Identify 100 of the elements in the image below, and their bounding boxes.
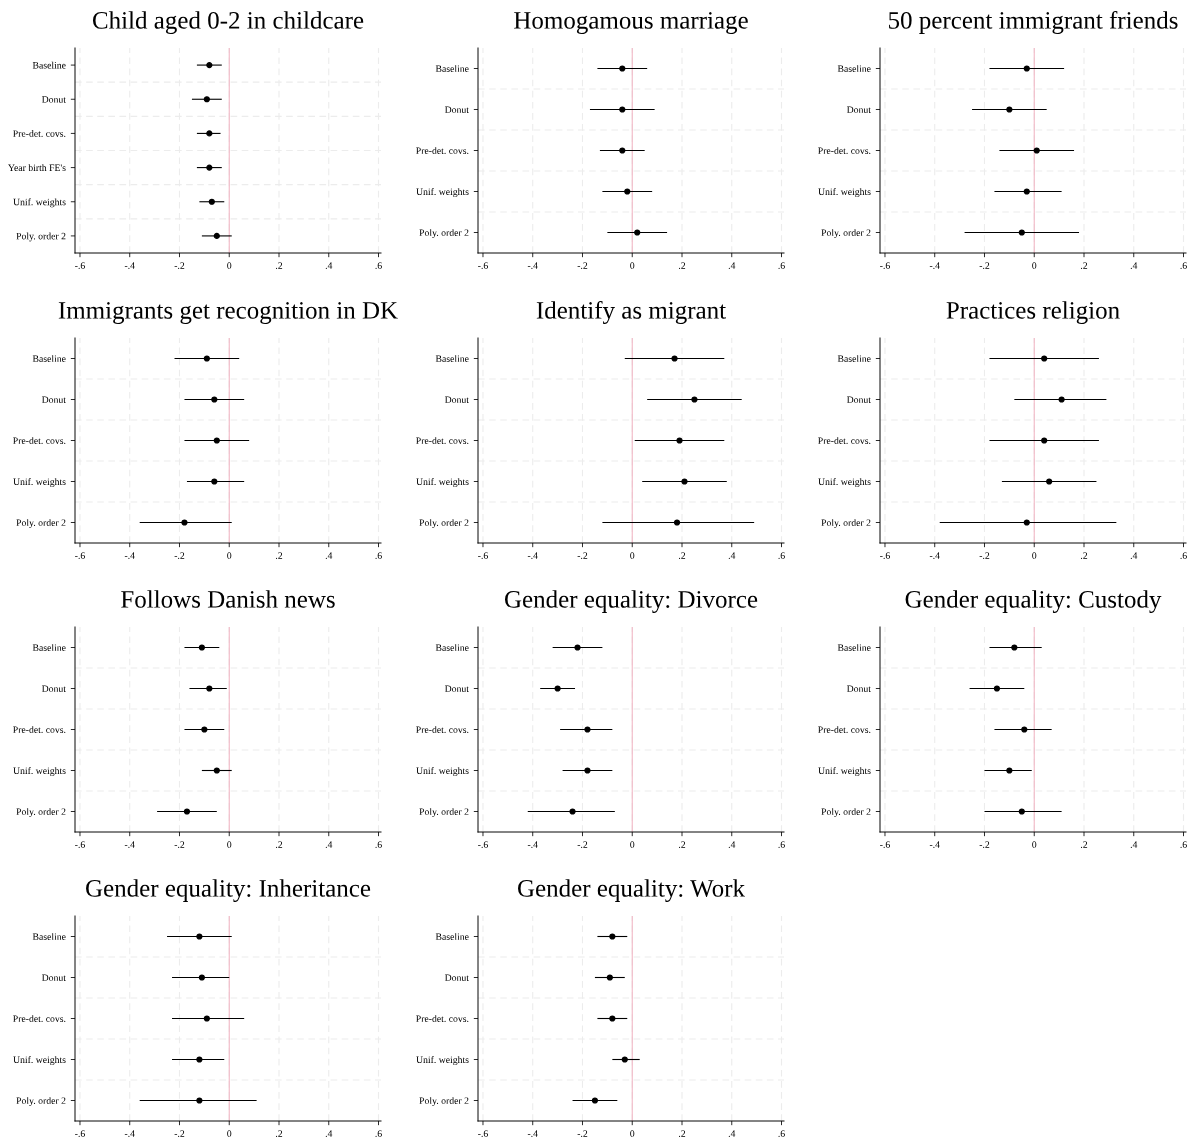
x-tick-label: -.6 [478, 841, 488, 848]
point [1018, 808, 1025, 815]
point [206, 61, 213, 69]
y-tick-label: Baseline [837, 644, 871, 651]
y-tick-label: Year birth FE's [8, 164, 66, 172]
x-tick-label: -.2 [174, 262, 185, 269]
x-tick-label: .6 [1180, 552, 1187, 559]
x-tick-label: -.4 [124, 1130, 135, 1137]
x-tick-label: -.4 [929, 552, 940, 559]
x-tick-label: -.2 [979, 262, 990, 269]
x-tick-label: .4 [728, 552, 736, 559]
x-tick-label: -.6 [75, 262, 85, 269]
x-tick-label: -.6 [75, 841, 85, 848]
y-tick-label: Pre-det. covs. [818, 147, 871, 155]
y-tick-label: Unif. weights [416, 478, 469, 488]
chart-title: Immigrants get recognition in DK [58, 302, 398, 324]
y-tick-label: Baseline [837, 65, 871, 72]
chart-title: Child aged 0-2 in childcare [92, 11, 364, 34]
point [206, 130, 213, 137]
x-tick-label: .6 [375, 841, 382, 848]
point [1023, 188, 1030, 195]
y-tick-label: Poly. order 2 [16, 519, 66, 528]
point [609, 1015, 616, 1022]
chart-title: Identify as migrant [536, 300, 726, 324]
x-tick-label: .6 [778, 1130, 785, 1137]
y-tick-label: Pre-det. covs. [818, 726, 871, 734]
point [1033, 147, 1040, 154]
chart-title: Practices religion [946, 301, 1120, 324]
y-tick-label: Pre-det. covs. [416, 437, 469, 445]
y-tick-label: Donut [41, 974, 66, 981]
x-tick-label: -.6 [880, 262, 890, 269]
x-tick-label: -.2 [577, 552, 588, 559]
point [676, 437, 683, 444]
point [213, 437, 220, 444]
x-tick-label: .2 [276, 1130, 283, 1137]
x-tick-label: -.4 [124, 841, 135, 848]
x-tick-label: .2 [276, 262, 283, 269]
x-tick-label: -.6 [880, 552, 890, 559]
y-tick-label: Pre-det. covs. [13, 1015, 66, 1023]
y-tick-label: Baseline [32, 644, 66, 651]
y-tick-label: Poly. order 2 [16, 1097, 66, 1106]
x-tick-label: -.4 [929, 841, 940, 848]
point [213, 232, 220, 240]
y-tick-label: Unif. weights [13, 478, 66, 488]
point [993, 685, 1001, 692]
x-tick-label: -.2 [979, 552, 990, 559]
y-tick-label: Unif. weights [13, 767, 66, 777]
x-tick-label: .2 [276, 552, 283, 559]
chart-title: Gender equality: Divorce [504, 590, 758, 613]
point [691, 396, 698, 403]
x-tick-label: .6 [375, 552, 382, 559]
point [554, 685, 561, 692]
y-tick-label: Donut [41, 396, 66, 403]
y-tick-label: Donut [41, 96, 66, 103]
point [213, 767, 220, 774]
x-tick-label: .2 [1081, 552, 1088, 559]
y-tick-label: Donut [846, 106, 871, 113]
point [671, 355, 678, 362]
point [673, 519, 681, 526]
y-tick-label: Pre-det. covs. [13, 437, 66, 445]
point [574, 644, 581, 651]
y-tick-label: Poly. order 2 [821, 808, 871, 817]
x-tick-label: .6 [1180, 262, 1187, 269]
point [1046, 478, 1053, 485]
x-tick-label: -.4 [527, 841, 538, 848]
chart-title: Homogamous marriage [514, 12, 748, 34]
x-tick-label: 0 [630, 552, 635, 559]
x-tick-label: -.6 [75, 552, 85, 559]
point [1006, 767, 1013, 774]
x-tick-label: .2 [679, 552, 686, 559]
x-tick-label: -.6 [75, 1130, 85, 1137]
x-tick-label: .2 [679, 1130, 686, 1137]
x-tick-label: -.2 [979, 841, 990, 848]
point [181, 519, 188, 526]
x-tick-label: 0 [630, 841, 635, 848]
x-tick-label: 0 [227, 1130, 232, 1137]
y-tick-label: Donut [444, 974, 469, 981]
x-tick-label: 0 [1032, 841, 1037, 848]
x-tick-label: .6 [778, 552, 785, 559]
x-tick-label: .4 [325, 262, 333, 269]
point [211, 396, 218, 403]
point [183, 808, 191, 815]
y-tick-label: Baseline [435, 644, 469, 651]
x-tick-label: .2 [1081, 262, 1088, 269]
point [1021, 726, 1028, 733]
chart-title: 50 percent immigrant friends [889, 10, 1178, 34]
y-tick-label: Unif. weights [818, 767, 871, 777]
chart-title: Gender equality: Work [518, 879, 746, 902]
y-tick-label: Unif. weights [818, 478, 871, 488]
point [584, 726, 591, 733]
point [1006, 106, 1013, 113]
x-tick-label: 0 [227, 841, 232, 848]
point [206, 685, 213, 692]
x-tick-label: -.2 [577, 262, 588, 269]
y-tick-label: Pre-det. covs. [416, 1015, 469, 1023]
y-tick-label: Poly. order 2 [821, 519, 871, 528]
y-tick-label: Donut [444, 106, 469, 113]
x-tick-label: -.6 [478, 1130, 488, 1137]
y-tick-label: Poly. order 2 [16, 232, 66, 242]
y-tick-label: Poly. order 2 [419, 229, 469, 238]
